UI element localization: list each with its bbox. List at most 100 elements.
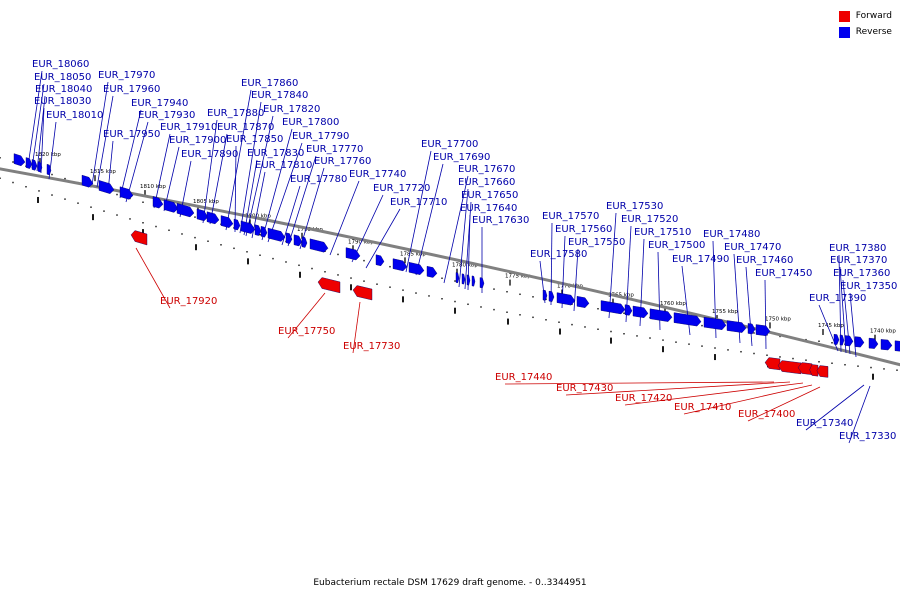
forward-gene-label[interactable]: EUR_17750	[278, 326, 335, 337]
reverse-gene-label[interactable]: EUR_17780	[290, 174, 347, 185]
reverse-gene-arrow[interactable]	[408, 261, 425, 275]
forward-gene-arrow[interactable]	[352, 285, 373, 301]
reverse-gene-arrow[interactable]	[233, 218, 241, 231]
reverse-gene-arrow[interactable]	[542, 289, 548, 301]
forward-gene-arrow[interactable]	[764, 357, 781, 371]
reverse-gene-arrow[interactable]	[31, 159, 38, 171]
forward-gene-label[interactable]: EUR_17410	[674, 402, 731, 413]
reverse-gene-arrow[interactable]	[455, 272, 460, 284]
forward-gene-arrow[interactable]	[130, 230, 148, 246]
reverse-gene-arrow[interactable]	[46, 163, 52, 176]
reverse-gene-arrow[interactable]	[206, 211, 220, 225]
reverse-gene-label[interactable]: EUR_17740	[349, 169, 406, 180]
reverse-gene-label[interactable]: EUR_17800	[282, 117, 339, 128]
reverse-gene-label[interactable]: EUR_17940	[131, 98, 188, 109]
reverse-gene-arrow[interactable]	[868, 337, 879, 349]
reverse-gene-arrow[interactable]	[854, 336, 865, 348]
reverse-gene-arrow[interactable]	[755, 324, 771, 337]
reverse-gene-label[interactable]: EUR_17370	[830, 255, 887, 266]
reverse-gene-arrow[interactable]	[649, 308, 673, 322]
reverse-gene-arrow[interactable]	[119, 186, 134, 200]
reverse-gene-label[interactable]: EUR_17710	[390, 197, 447, 208]
reverse-gene-label[interactable]: EUR_17670	[458, 164, 515, 175]
reverse-gene-arrow[interactable]	[152, 196, 164, 209]
reverse-gene-label[interactable]: EUR_17450	[755, 268, 812, 279]
forward-gene-arrow[interactable]	[777, 360, 802, 375]
reverse-gene-arrow[interactable]	[844, 335, 854, 347]
reverse-gene-label[interactable]: EUR_17330	[839, 431, 896, 442]
reverse-gene-label[interactable]: EUR_17700	[421, 139, 478, 150]
reverse-gene-label[interactable]: EUR_17380	[829, 243, 886, 254]
reverse-gene-label[interactable]: EUR_18060	[32, 59, 89, 70]
reverse-gene-label[interactable]: EUR_17890	[181, 149, 238, 160]
reverse-gene-arrow[interactable]	[98, 180, 115, 194]
forward-gene-label[interactable]: EUR_17920	[160, 296, 217, 307]
reverse-gene-label[interactable]: EUR_17550	[568, 237, 625, 248]
reverse-gene-arrow[interactable]	[240, 220, 256, 234]
reverse-gene-label[interactable]: EUR_17460	[736, 255, 793, 266]
reverse-gene-arrow[interactable]	[345, 247, 361, 261]
reverse-gene-arrow[interactable]	[600, 300, 626, 315]
reverse-gene-arrow[interactable]	[726, 320, 747, 333]
reverse-gene-label[interactable]: EUR_17810	[255, 160, 312, 171]
reverse-gene-arrow[interactable]	[471, 275, 476, 287]
reverse-gene-label[interactable]: EUR_17520	[621, 214, 678, 225]
reverse-gene-label[interactable]: EUR_17850	[226, 134, 283, 145]
reverse-gene-label[interactable]: EUR_17820	[263, 104, 320, 115]
reverse-gene-label[interactable]: EUR_17530	[606, 201, 663, 212]
reverse-gene-arrow[interactable]	[176, 203, 195, 218]
reverse-gene-arrow[interactable]	[375, 254, 385, 267]
reverse-gene-arrow[interactable]	[37, 161, 43, 173]
reverse-gene-arrow[interactable]	[894, 340, 900, 352]
reverse-gene-arrow[interactable]	[673, 312, 702, 327]
reverse-gene-label[interactable]: EUR_17840	[251, 90, 308, 101]
reverse-gene-arrow[interactable]	[880, 339, 893, 351]
reverse-gene-label[interactable]: EUR_17390	[809, 293, 866, 304]
reverse-gene-label[interactable]: EUR_17560	[555, 224, 612, 235]
reverse-gene-label[interactable]: EUR_17830	[247, 148, 304, 159]
reverse-gene-arrow[interactable]	[13, 153, 26, 167]
reverse-gene-label[interactable]: EUR_17760	[314, 156, 371, 167]
reverse-gene-label[interactable]: EUR_17580	[530, 249, 587, 260]
reverse-gene-label[interactable]: EUR_17660	[458, 177, 515, 188]
forward-gene-arrow[interactable]	[809, 364, 819, 377]
reverse-gene-arrow[interactable]	[267, 227, 286, 242]
reverse-gene-label[interactable]: EUR_17630	[472, 215, 529, 226]
reverse-gene-label[interactable]: EUR_17770	[306, 144, 363, 155]
reverse-gene-label[interactable]: EUR_17970	[98, 70, 155, 81]
reverse-gene-arrow[interactable]	[25, 157, 33, 169]
reverse-gene-label[interactable]: EUR_17860	[241, 78, 298, 89]
reverse-gene-label[interactable]: EUR_17470	[724, 242, 781, 253]
forward-gene-arrow[interactable]	[816, 365, 829, 378]
forward-gene-arrow[interactable]	[317, 277, 341, 294]
reverse-gene-arrow[interactable]	[479, 277, 485, 289]
reverse-gene-label[interactable]: EUR_17960	[103, 84, 160, 95]
forward-gene-label[interactable]: EUR_17730	[343, 341, 400, 352]
reverse-gene-label[interactable]: EUR_17500	[648, 240, 705, 251]
reverse-gene-arrow[interactable]	[576, 296, 590, 308]
reverse-gene-arrow[interactable]	[260, 225, 268, 238]
reverse-gene-arrow[interactable]	[632, 305, 649, 319]
reverse-gene-label[interactable]: EUR_17690	[433, 152, 490, 163]
reverse-gene-label[interactable]: EUR_17510	[634, 227, 691, 238]
reverse-gene-arrow[interactable]	[548, 290, 555, 302]
reverse-gene-arrow[interactable]	[392, 258, 408, 272]
reverse-gene-label[interactable]: EUR_17720	[373, 183, 430, 194]
reverse-gene-arrow[interactable]	[624, 304, 633, 316]
reverse-gene-arrow[interactable]	[461, 273, 466, 285]
reverse-gene-arrow[interactable]	[466, 274, 471, 286]
reverse-gene-arrow[interactable]	[556, 292, 576, 306]
reverse-gene-label[interactable]: EUR_17350	[840, 281, 897, 292]
reverse-gene-arrow[interactable]	[301, 236, 308, 248]
reverse-gene-arrow[interactable]	[81, 174, 94, 188]
reverse-gene-arrow[interactable]	[163, 199, 179, 213]
reverse-gene-arrow[interactable]	[703, 316, 727, 330]
reverse-gene-label[interactable]: EUR_17640	[460, 203, 517, 214]
reverse-gene-arrow[interactable]	[309, 238, 329, 253]
reverse-gene-label[interactable]: EUR_17870	[217, 122, 274, 133]
forward-gene-label[interactable]: EUR_17430	[556, 383, 613, 394]
reverse-gene-label[interactable]: EUR_17480	[703, 229, 760, 240]
reverse-gene-arrow[interactable]	[220, 215, 234, 228]
reverse-gene-label[interactable]: EUR_17900	[169, 135, 226, 146]
reverse-gene-label[interactable]: EUR_17360	[833, 268, 890, 279]
